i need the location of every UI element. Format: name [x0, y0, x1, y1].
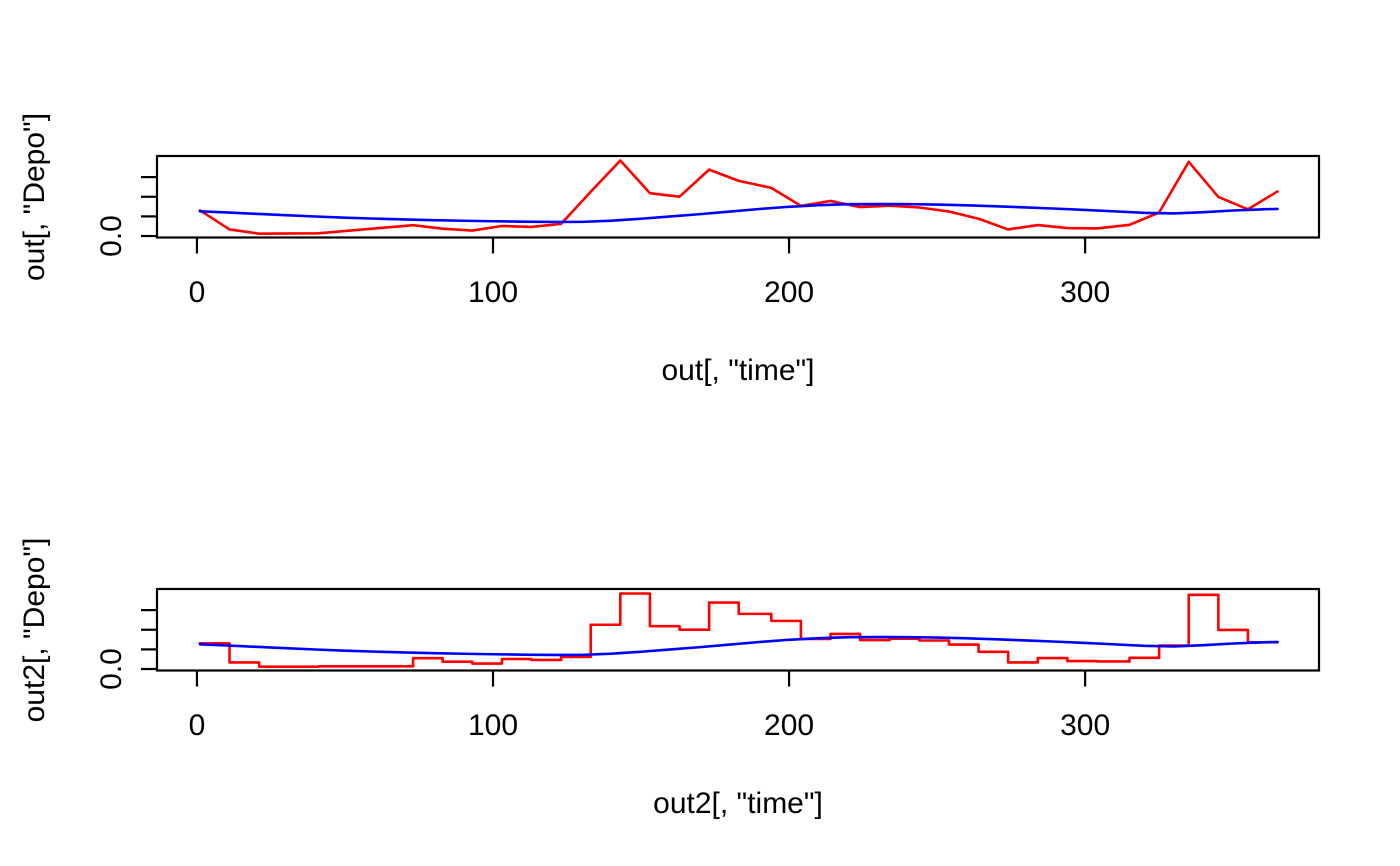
x-axis-label: out[, "time"]: [661, 354, 815, 387]
plot-area-out2: [141, 587, 1321, 687]
x-tick-label: 0: [188, 709, 206, 742]
panel-out: out[, "Depo"] 0.0 out[, "time"] 0 100 200 3…: [18, 112, 1321, 387]
x-tick-label: 100: [467, 276, 519, 309]
plot-area-out: [141, 154, 1321, 254]
x-tick-label: 300: [1060, 276, 1111, 309]
y-tick-label: 0.0: [95, 648, 128, 690]
y-axis-label: out2[, "Depo"]: [18, 537, 51, 723]
panel-out2: out2[, "Depo"] 0.0 out2[, "time"] 0 100 20…: [0, 433, 1400, 866]
y-axis-label: out[, "Depo"]: [18, 112, 51, 282]
x-tick-label: 0: [188, 276, 206, 309]
x-tick-label: 200: [764, 709, 815, 742]
x-axis-label: out2[, "time"]: [653, 787, 823, 820]
y-tick-label: 0.0: [95, 215, 128, 257]
x-tick-label: 200: [764, 276, 815, 309]
x-tick-label: 100: [467, 709, 519, 742]
x-tick-label: 300: [1060, 709, 1111, 742]
